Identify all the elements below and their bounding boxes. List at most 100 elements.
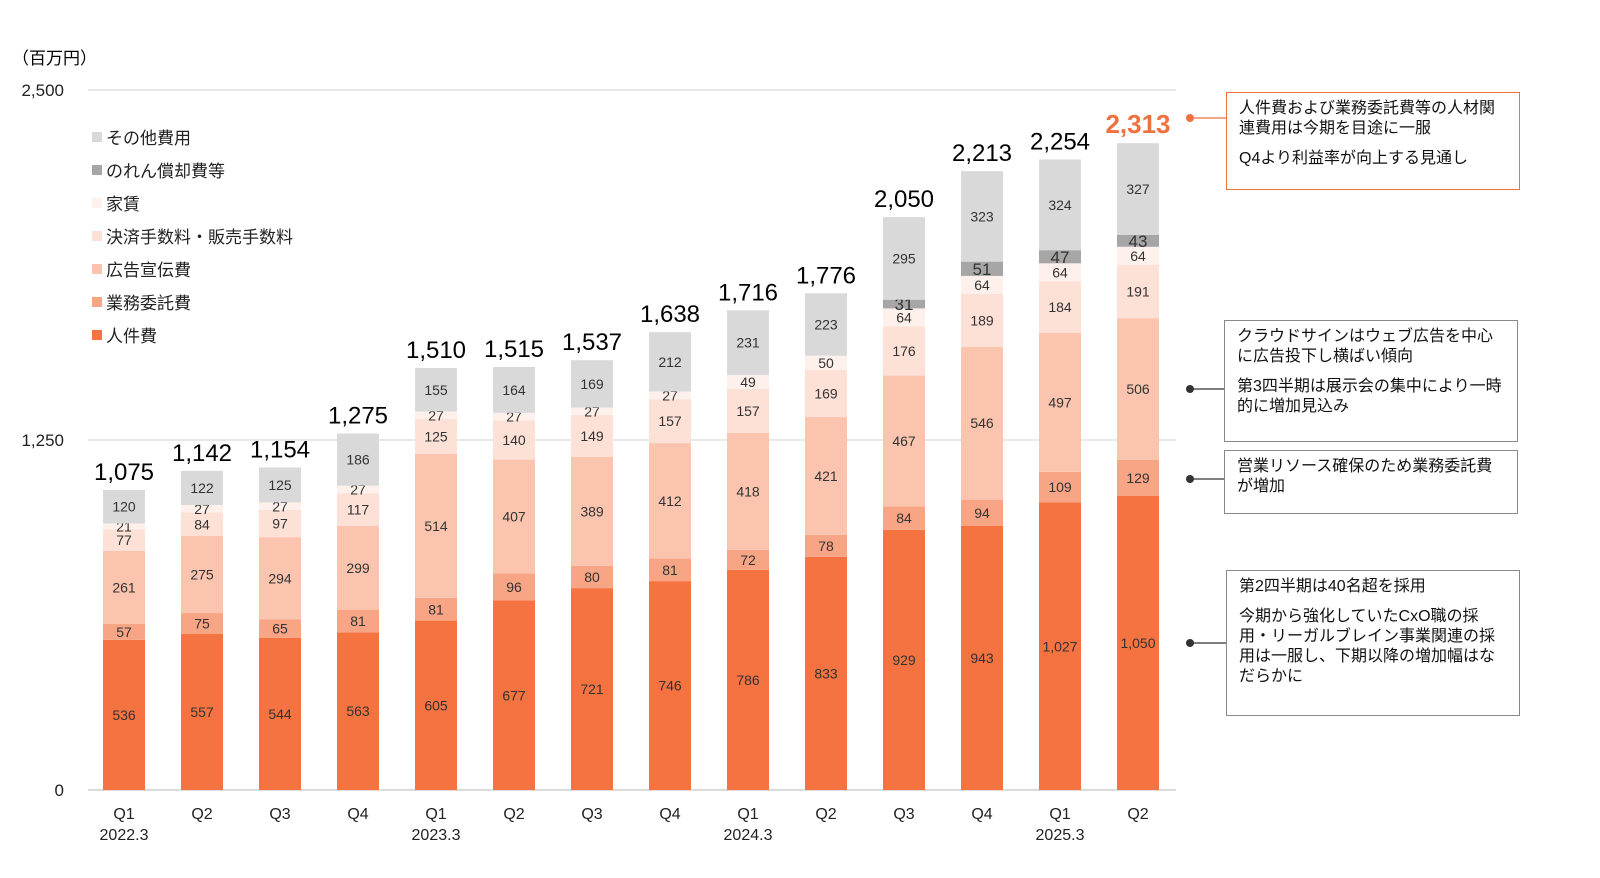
x-tick-label: Q2 bbox=[503, 806, 524, 823]
data-label: 75 bbox=[194, 616, 210, 632]
data-label: 189 bbox=[970, 312, 994, 328]
data-label: 323 bbox=[970, 208, 994, 224]
legend-swatch bbox=[92, 197, 102, 208]
data-label: 157 bbox=[658, 413, 682, 429]
bar-segment bbox=[103, 550, 145, 624]
bar-segment bbox=[259, 467, 301, 503]
data-label: 122 bbox=[190, 480, 214, 496]
bar-segment bbox=[181, 512, 223, 537]
bar-segment bbox=[727, 388, 769, 433]
data-label: 563 bbox=[346, 703, 370, 719]
data-label: 544 bbox=[268, 706, 292, 722]
legend-label: 家賃 bbox=[106, 195, 140, 214]
data-label: 31 bbox=[895, 295, 914, 314]
x-tick-label: Q1 bbox=[425, 806, 446, 823]
bar-segment bbox=[805, 369, 847, 418]
x-tick-label: Q3 bbox=[269, 806, 290, 823]
total-label: 1,510 bbox=[406, 337, 466, 364]
bar-segment bbox=[493, 459, 535, 574]
bar-segment bbox=[961, 346, 1003, 500]
note-text: 第2四半期は40名超を採用 bbox=[1239, 578, 1426, 595]
data-label: 84 bbox=[896, 510, 912, 526]
data-label: 1,050 bbox=[1120, 635, 1155, 651]
bar-segment bbox=[649, 558, 691, 582]
data-label: 64 bbox=[896, 309, 912, 325]
data-label: 97 bbox=[272, 516, 288, 532]
data-label: 109 bbox=[1048, 479, 1072, 495]
data-label: 49 bbox=[740, 374, 756, 390]
bar-segment bbox=[1117, 459, 1159, 496]
data-label: 389 bbox=[580, 503, 604, 519]
bar-segment bbox=[181, 613, 223, 635]
data-label: 140 bbox=[502, 432, 526, 448]
data-label: 786 bbox=[736, 672, 760, 688]
bar-segment bbox=[961, 499, 1003, 526]
bar-segment bbox=[571, 456, 613, 566]
x-axis-labels: Q1 2022.3 Q2 Q3 Q4 Q1 2023.3 Q2 Q3 Q4 Q1 2024.3 Q2 Q3… bbox=[100, 806, 1149, 844]
bar-segment bbox=[103, 529, 145, 551]
data-label: 557 bbox=[190, 704, 214, 720]
data-label: 295 bbox=[892, 250, 916, 266]
data-label: 81 bbox=[350, 613, 366, 629]
y-tick-label: 1,250 bbox=[21, 431, 64, 450]
bar-segment bbox=[415, 454, 457, 598]
bar-segment bbox=[259, 637, 301, 790]
x-tick-label: Q2 bbox=[191, 806, 212, 823]
legend-swatch bbox=[92, 329, 102, 340]
bar-segment bbox=[337, 632, 379, 790]
x-tick-label: Q3 bbox=[581, 806, 602, 823]
bar-segment bbox=[1117, 318, 1159, 460]
data-label: 117 bbox=[347, 502, 370, 518]
note-hiring: 第2四半期は40名超を採用 今期から強化していたCxO職の採用・リーガルブレイン事… bbox=[1226, 570, 1520, 716]
data-label: 421 bbox=[814, 468, 838, 484]
bar-segment bbox=[961, 261, 1003, 276]
bar-segment bbox=[259, 537, 301, 620]
data-label: 72 bbox=[740, 552, 756, 568]
total-label: 1,154 bbox=[250, 436, 310, 463]
legend-swatch bbox=[92, 296, 102, 307]
bar-segment bbox=[805, 556, 847, 790]
data-label: 94 bbox=[974, 505, 990, 521]
bar-segment bbox=[103, 523, 145, 530]
data-label: 412 bbox=[658, 493, 682, 509]
data-label: 64 bbox=[1052, 264, 1068, 280]
data-label: 514 bbox=[424, 518, 448, 534]
total-label: 1,075 bbox=[94, 459, 154, 486]
bar-segment bbox=[649, 332, 691, 392]
data-label: 191 bbox=[1126, 284, 1150, 300]
data-label: 324 bbox=[1048, 197, 1072, 213]
data-label: 721 bbox=[580, 681, 604, 697]
legend-swatch bbox=[92, 164, 102, 175]
data-label: 43 bbox=[1129, 232, 1148, 251]
note-text: 営業リソース確保のため業務委託費が増加 bbox=[1237, 458, 1493, 495]
legend-label: 人件費 bbox=[106, 327, 157, 346]
bar-segment bbox=[805, 293, 847, 356]
bar-segment bbox=[337, 485, 379, 494]
data-label: 81 bbox=[662, 562, 678, 578]
data-label: 261 bbox=[112, 579, 136, 595]
data-label: 78 bbox=[818, 538, 834, 554]
bar-segment bbox=[649, 399, 691, 444]
note-text: 人件費および業務委託費等の人材関連費用は今期を目途に一服 bbox=[1239, 100, 1496, 137]
bar-segment bbox=[181, 504, 223, 513]
bar-segment bbox=[103, 489, 145, 524]
data-label: 929 bbox=[892, 652, 916, 668]
x-tick-label: Q1 bbox=[737, 806, 758, 823]
data-label: 164 bbox=[502, 382, 526, 398]
bar-segment bbox=[961, 293, 1003, 347]
x-year-label: 2024.3 bbox=[724, 827, 773, 844]
data-label: 212 bbox=[658, 354, 682, 370]
bar-segment bbox=[1117, 234, 1159, 247]
data-label: 231 bbox=[736, 335, 760, 351]
legend-label: 広告宣伝費 bbox=[106, 261, 191, 280]
data-label: 125 bbox=[424, 429, 448, 445]
bar-segment bbox=[961, 275, 1003, 294]
bar-segment bbox=[493, 366, 535, 413]
data-label: 497 bbox=[1048, 394, 1072, 410]
total-label: 2,313 bbox=[1105, 109, 1170, 139]
bar-segment bbox=[1039, 250, 1081, 264]
legend-label: のれん償却費等 bbox=[106, 162, 225, 181]
y-axis-ticks: 0 1,250 2,500 bbox=[21, 81, 64, 800]
data-label: 157 bbox=[736, 403, 760, 419]
data-label: 467 bbox=[892, 433, 916, 449]
